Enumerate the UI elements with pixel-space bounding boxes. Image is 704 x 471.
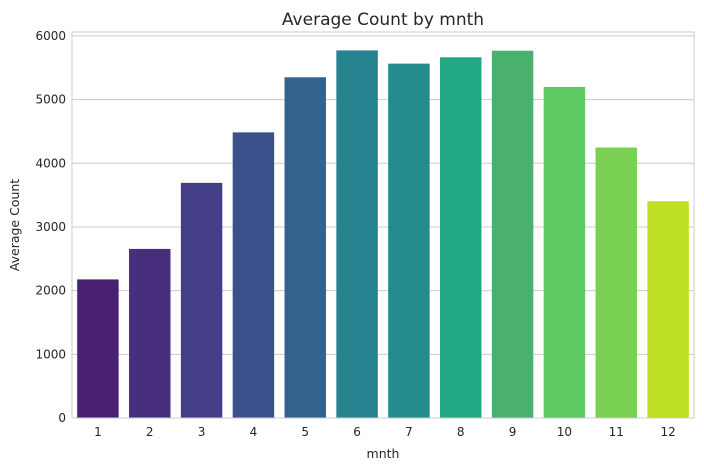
y-axis-label: Average Count — [7, 179, 22, 272]
bar-9 — [491, 50, 534, 419]
bar-3 — [180, 182, 223, 418]
x-tick-label: 11 — [609, 425, 624, 439]
bar-6 — [336, 50, 378, 418]
plot-frame — [71, 31, 695, 419]
bar-7 — [388, 63, 430, 419]
y-tick-label: 6000 — [35, 29, 66, 43]
x-tick-label: 4 — [250, 425, 258, 439]
bar-4 — [232, 132, 275, 419]
x-tick-label: 5 — [301, 425, 309, 439]
bar-5 — [284, 77, 326, 419]
bar-8 — [440, 57, 482, 418]
bars — [77, 50, 689, 419]
x-axis-label: mnth — [367, 446, 400, 461]
chart-title: Average Count by mnth — [282, 10, 484, 30]
bar-10 — [543, 86, 586, 418]
y-tick-label: 1000 — [35, 347, 66, 361]
x-tick-labels: 1 2 3 4 5 6 7 8 9 10 11 12 — [94, 425, 676, 439]
x-tick-label: 12 — [660, 425, 675, 439]
x-tick-label: 8 — [457, 425, 465, 439]
x-tick-label: 10 — [557, 425, 572, 439]
y-tick-label: 2000 — [35, 284, 66, 298]
x-tick-label: 3 — [198, 425, 206, 439]
bar-1 — [77, 279, 119, 418]
x-tick-label: 7 — [405, 425, 413, 439]
y-tick-labels: 0 1000 2000 3000 4000 5000 6000 — [35, 29, 66, 425]
y-tick-label: 3000 — [35, 220, 66, 234]
bar-11 — [595, 147, 637, 418]
bar-2 — [129, 248, 171, 418]
x-tick-label: 6 — [353, 425, 361, 439]
y-tick-label: 5000 — [35, 93, 66, 107]
grid-lines — [72, 35, 694, 355]
bar-12 — [647, 201, 689, 418]
x-tick-label: 1 — [94, 425, 102, 439]
x-tick-label: 2 — [146, 425, 154, 439]
y-tick-label: 0 — [58, 411, 66, 425]
x-tick-label: 9 — [509, 425, 517, 439]
y-tick-label: 4000 — [35, 156, 66, 170]
